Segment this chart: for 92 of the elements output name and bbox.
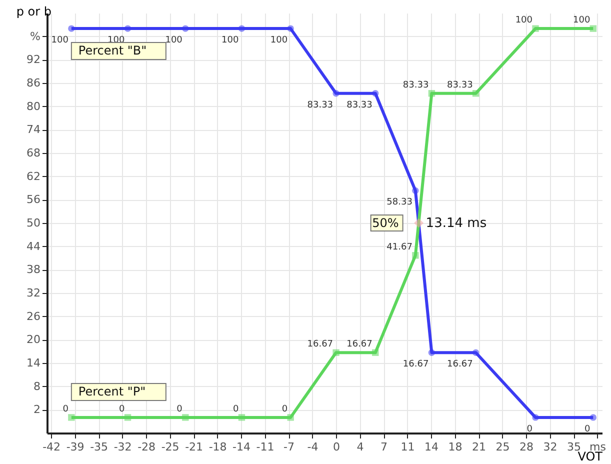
y-axis-title: p or b: [16, 4, 52, 18]
data-label: 16.67: [346, 340, 372, 350]
x-tick-label: 4: [356, 440, 364, 454]
point: [332, 349, 340, 356]
data-label: 16.67: [307, 340, 334, 350]
point: [428, 90, 436, 97]
data-label: 0: [119, 404, 126, 414]
x-tick-label: 32: [543, 440, 558, 454]
y-tick-label: 20: [26, 333, 40, 346]
data-label: 0: [232, 404, 239, 414]
y-tick-label: 2: [34, 403, 40, 416]
x-tick-label: -25: [161, 440, 180, 454]
data-label: 100: [572, 16, 590, 26]
point: [532, 25, 539, 32]
x-tick-label: 11: [400, 440, 415, 454]
point: [182, 414, 189, 421]
data-label: 16.67: [402, 360, 429, 370]
x-tick-label: 7: [380, 440, 388, 454]
annotation: 50%: [372, 216, 399, 230]
data-label: 100: [51, 36, 69, 46]
x-tick-label: 0: [333, 440, 340, 454]
point: [412, 252, 419, 259]
y-tick-label: 62: [26, 170, 40, 183]
data-label: 100: [515, 16, 533, 26]
data-label: 0: [176, 404, 183, 414]
data-label: 83.33: [346, 100, 372, 110]
point: [238, 414, 246, 421]
x-tick-label: 25: [496, 440, 510, 454]
point: [68, 414, 75, 421]
annotation: 13.14 ms: [426, 216, 487, 231]
point: [372, 90, 379, 97]
data-label: 41.67: [386, 242, 412, 252]
x-tick-label: -21: [185, 440, 204, 454]
point: [412, 187, 419, 194]
point: [287, 414, 294, 421]
point: [332, 90, 340, 97]
series-label: Percent "B": [78, 44, 147, 58]
y-tick-label: 8: [34, 380, 40, 393]
x-tick-label: -18: [208, 440, 227, 454]
point: [124, 414, 132, 421]
y-tick-label: 86: [26, 76, 40, 90]
point: [428, 349, 436, 356]
data-label: 100: [270, 36, 288, 46]
point: [590, 25, 597, 32]
y-tick-label: 92: [26, 53, 40, 66]
x-tick-label: -4: [307, 440, 318, 454]
data-label: 100: [222, 36, 239, 46]
data-label: 0: [282, 404, 288, 414]
x-tick-label: -39: [66, 440, 84, 454]
x-tick-label: 18: [448, 440, 462, 454]
y-tick-label: 74: [26, 123, 40, 136]
y-tick-label: 32: [26, 286, 40, 300]
y-tick-label: 38: [26, 263, 40, 276]
x-tick-label: -14: [232, 440, 251, 454]
y-tick-label: 44: [26, 240, 40, 253]
x-tick-label: -35: [90, 440, 108, 454]
y-tick-label: 14: [26, 356, 40, 370]
point: [472, 349, 480, 356]
data-label: 58.33: [386, 198, 412, 208]
x-tick-label: 21: [472, 440, 486, 454]
data-label: 83.33: [402, 80, 429, 90]
point: [472, 90, 480, 97]
y-tick-label: 50: [26, 216, 40, 230]
data-label: 0: [584, 424, 590, 434]
data-label: 16.67: [447, 360, 473, 370]
data-label: 0: [526, 424, 533, 434]
series-label: Percent "P": [78, 384, 146, 398]
x-tick-label: -42: [42, 440, 61, 454]
x-tick-label: 28: [520, 440, 534, 454]
x-tick-label: -28: [138, 440, 156, 454]
data-label: 83.33: [447, 80, 473, 90]
x-tick-label: -7: [284, 440, 295, 454]
point: [414, 218, 424, 228]
x-tick-label: 14: [424, 440, 439, 454]
point: [372, 349, 379, 356]
y-tick-label: 68: [26, 146, 40, 160]
x-tick-label: -11: [256, 440, 274, 454]
x-tick-label: -32: [114, 440, 132, 454]
point: [124, 25, 132, 32]
data-label: 100: [165, 36, 183, 46]
y-tick-label: 26: [26, 310, 40, 323]
point: [182, 25, 189, 32]
data-label: 0: [62, 404, 69, 414]
y-tick-label: 80: [26, 100, 40, 113]
data-label: 83.33: [307, 100, 334, 110]
point: [238, 25, 246, 32]
point: [68, 25, 75, 32]
point: [590, 414, 597, 421]
y-tick-label: 56: [26, 193, 40, 206]
point: [287, 25, 294, 32]
y-tick-label: %: [30, 30, 40, 43]
point: [532, 414, 539, 421]
